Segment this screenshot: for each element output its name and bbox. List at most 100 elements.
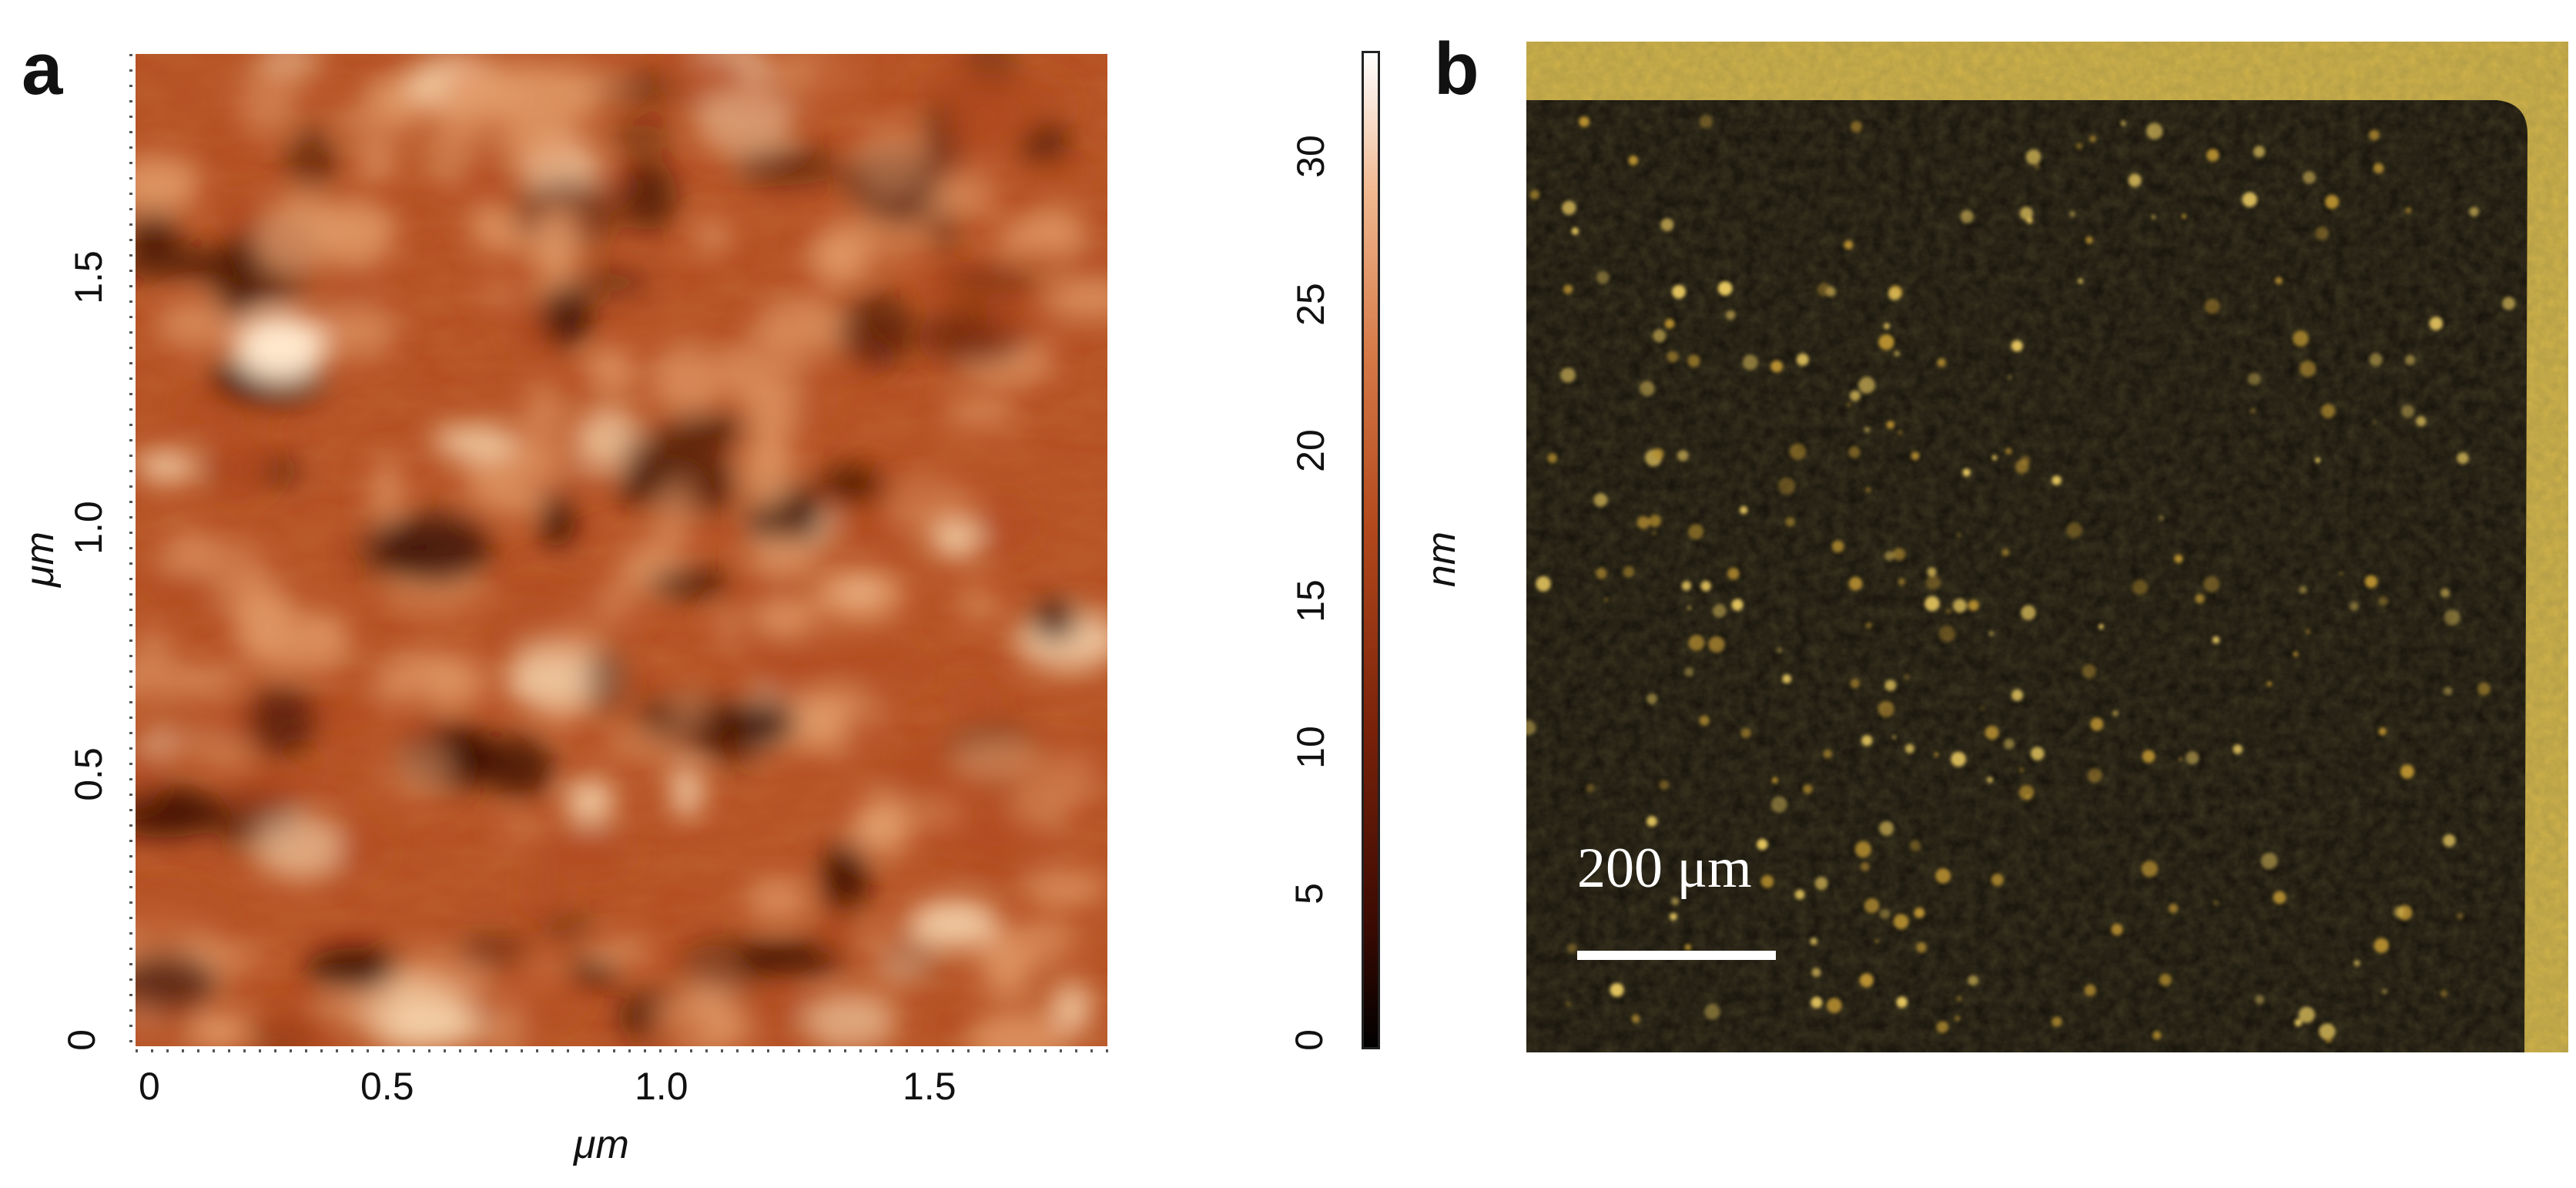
afm-feature (653, 988, 752, 1033)
y-tickmark (129, 300, 132, 303)
micrograph-speck (2275, 277, 2283, 285)
micrograph-speck (1865, 622, 1872, 629)
micrograph-speck (1935, 868, 1951, 884)
micrograph-speck (2213, 900, 2219, 906)
micrograph-speck (1563, 284, 1573, 294)
colorbar-title: nm (1419, 531, 1465, 588)
afm-feature (655, 478, 693, 550)
micrograph-speck (2030, 747, 2045, 760)
afm-feature (136, 627, 170, 669)
micrograph-speck (1850, 678, 1861, 689)
micrograph-speck (1770, 360, 1783, 373)
afm-feature (540, 491, 575, 549)
y-tickmark (129, 532, 132, 534)
afm-feature (950, 738, 1044, 780)
micrograph-speck (2195, 594, 2205, 604)
x-axis-title: μm (574, 1123, 629, 1167)
afm-feature (456, 933, 531, 968)
micrograph-speck (1704, 1003, 1720, 1020)
micrograph-speck (1700, 580, 1711, 592)
afm-feature (398, 688, 439, 748)
afm-feature (940, 270, 1043, 293)
afm-feature (585, 646, 628, 714)
y-tickmark (129, 408, 132, 411)
afm-feature (307, 948, 404, 988)
micrograph-speck (2174, 554, 2183, 563)
micrograph-speck (2404, 354, 2415, 365)
micrograph-speck (1937, 358, 1946, 367)
y-tickmark (129, 917, 132, 919)
y-tickmark (129, 639, 132, 642)
micrograph-speck (1794, 889, 1805, 900)
micrograph-speck (1938, 625, 1955, 643)
afm-feature (873, 951, 933, 984)
micrograph-speck (2373, 421, 2377, 425)
micrograph-speck (2066, 522, 2082, 539)
micrograph-speck (1884, 551, 1894, 561)
micrograph-speck (1631, 1014, 1640, 1023)
micrograph-speck (1898, 430, 1903, 435)
afm-feature (979, 927, 1034, 998)
micrograph-speck (2440, 989, 2447, 998)
x-tickmark (1060, 1049, 1062, 1052)
afm-feature (558, 831, 630, 875)
x-tickmark (336, 1049, 338, 1052)
y-tickmark (129, 378, 132, 380)
y-tickmark (129, 501, 132, 503)
micrograph-speck (1879, 908, 1891, 920)
x-tickmark (782, 1049, 785, 1052)
micrograph-speck (1904, 674, 1909, 680)
micrograph-speck (1562, 200, 1576, 215)
y-tickmark (129, 146, 132, 149)
micrograph-speck (1681, 581, 1692, 591)
y-tickmark (129, 609, 132, 611)
micrograph-speck (1726, 310, 1736, 320)
afm-feature (670, 762, 703, 820)
micrograph-speck (1884, 680, 1897, 691)
x-tickmark (675, 1049, 677, 1052)
micrograph-speck (1846, 402, 1851, 408)
micrograph-speck (1980, 706, 1985, 710)
afm-feature (844, 708, 877, 762)
micrograph-speck (1628, 156, 1638, 166)
micrograph-speck (1687, 354, 1700, 367)
afm-feature (136, 246, 227, 278)
x-tickmark (428, 1049, 430, 1052)
micrograph-speck (1898, 578, 1905, 586)
afm-feature (669, 691, 707, 728)
afm-feature (523, 472, 603, 495)
micrograph-speck (1991, 873, 2004, 886)
micrograph-speck (1567, 943, 1577, 953)
micrograph-speck (2008, 375, 2012, 379)
micrograph-speck (2247, 372, 2261, 385)
afm-feature (946, 86, 1003, 159)
afm-feature (1050, 982, 1093, 1036)
afm-feature (157, 297, 238, 352)
micrograph-speck (2400, 764, 2414, 779)
afm-feature (981, 502, 1030, 548)
afm-feature (582, 941, 653, 965)
micrograph-speck (1911, 451, 1920, 461)
x-tickmark (752, 1049, 754, 1052)
y-tickmark (129, 116, 132, 118)
micrograph-speck (1653, 448, 1664, 460)
y-tick-label: 0 (59, 1029, 103, 1051)
afm-feature (581, 347, 635, 386)
afm-feature (212, 439, 267, 495)
micrograph-speck (2212, 636, 2220, 644)
micrograph-speck (1669, 912, 1677, 921)
micrograph-speck (1623, 565, 1634, 578)
x-tickmark (644, 1049, 646, 1052)
y-tickmark (129, 871, 132, 873)
afm-feature (835, 647, 930, 696)
x-tickmark (628, 1049, 631, 1052)
micrograph-speck (1988, 631, 1995, 636)
optical-micrograph (1526, 42, 2568, 1052)
afm-feature (601, 725, 691, 762)
afm-feature (849, 521, 903, 545)
micrograph-speck (1731, 599, 1744, 611)
y-tickmark (129, 424, 132, 426)
micrograph-speck (1858, 377, 1875, 394)
y-tickmark (129, 886, 132, 888)
afm-feature (136, 787, 221, 837)
